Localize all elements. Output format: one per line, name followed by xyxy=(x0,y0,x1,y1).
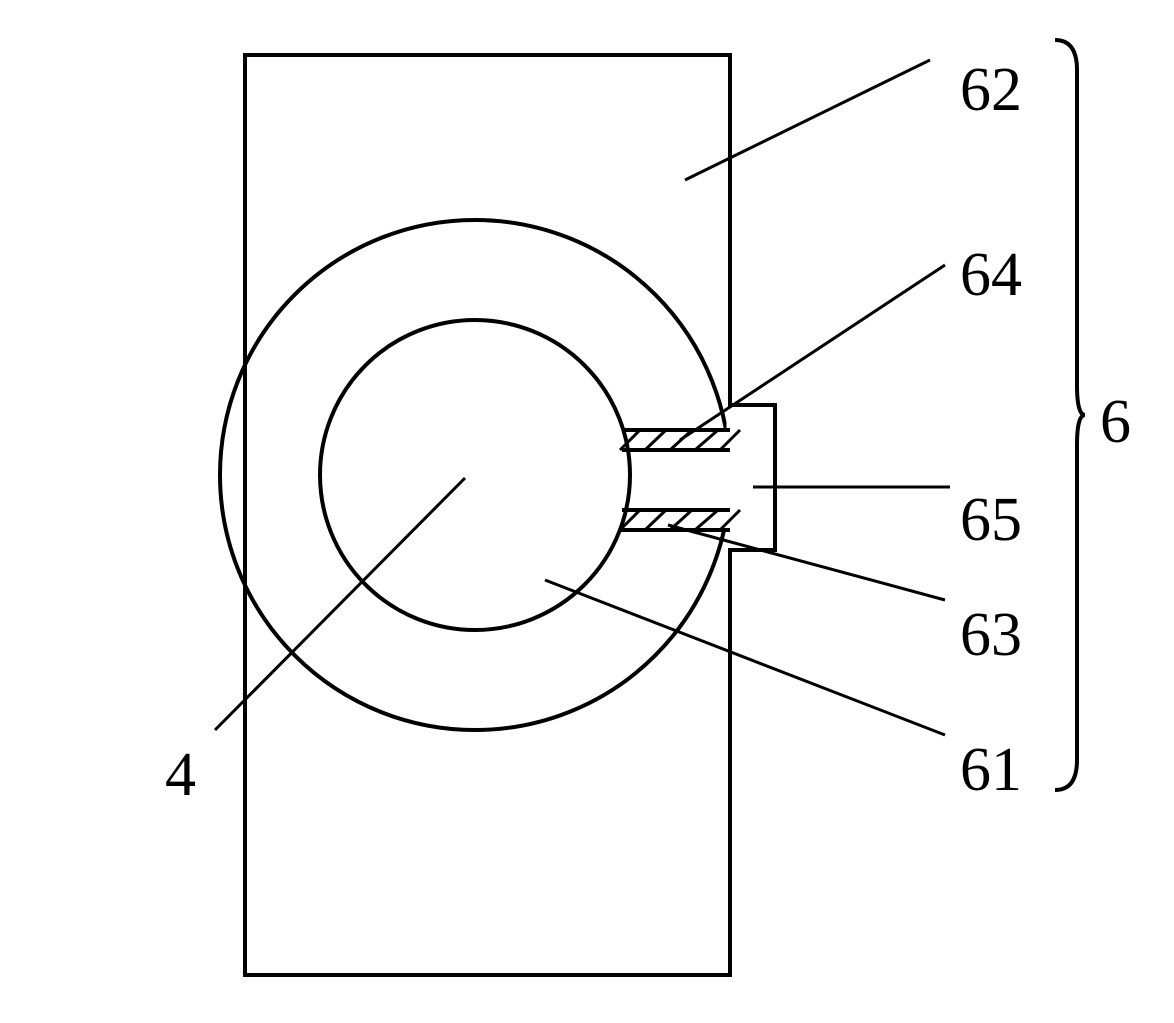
label-63: 63 xyxy=(960,601,1022,669)
label-62: 62 xyxy=(960,56,1022,124)
label-65: 65 xyxy=(960,486,1022,554)
label-64: 64 xyxy=(960,241,1022,309)
label-4: 4 xyxy=(165,741,196,809)
label-6: 6 xyxy=(1100,388,1131,456)
label-61: 61 xyxy=(960,736,1022,804)
